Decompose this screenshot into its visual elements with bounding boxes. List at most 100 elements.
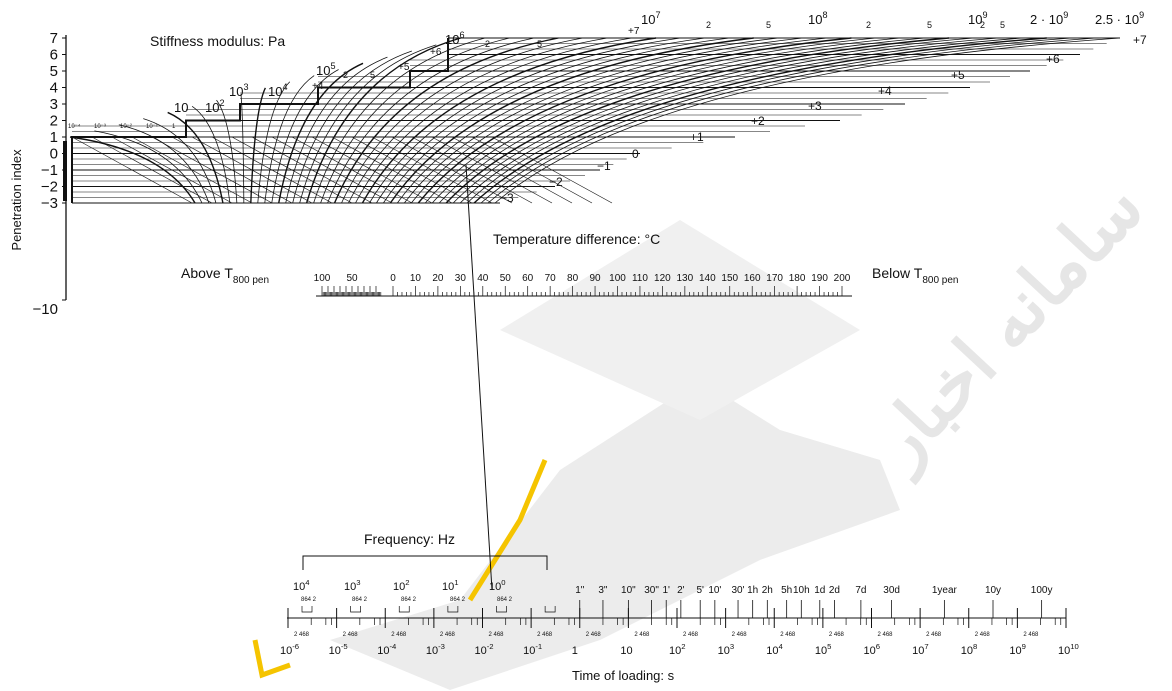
temperature-tick-label: 120 xyxy=(654,273,671,284)
temperature-tick-label: 70 xyxy=(545,273,557,284)
grid-stiffness-curve xyxy=(264,75,315,204)
time-label: 10y xyxy=(985,585,1001,596)
stiffness-tiny-label: 1 xyxy=(172,124,176,130)
grid-stiffness-curve xyxy=(313,37,486,204)
grid-diagonal xyxy=(371,136,493,204)
grid-diagonal xyxy=(411,136,533,204)
penetration-index-label: Penetration index xyxy=(9,149,24,251)
frequency-tick-label: 103 xyxy=(344,578,361,593)
pi-curve-label-top: +7 xyxy=(628,26,640,37)
temperature-tick-label: 200 xyxy=(834,273,851,284)
frequency-bracket-mark xyxy=(496,606,507,613)
frequency-tick-label-base: 10 xyxy=(489,581,501,593)
stiffness-label: 106 xyxy=(445,30,465,47)
temperature-right-label: Below T800 pen xyxy=(872,265,958,286)
grid-diagonal xyxy=(251,136,373,204)
grid-stiffness-curve xyxy=(94,130,203,204)
stiffness-label: 108 xyxy=(808,10,828,27)
time-axis-tick-label-exp: -4 xyxy=(390,642,398,651)
pi-axis-tick-label: −2 xyxy=(41,179,58,196)
temperature-tick-label: 0 xyxy=(390,273,396,284)
temperature-tick-label: 50 xyxy=(346,273,358,284)
watermark-layer: سامانه اخبار xyxy=(252,168,1160,690)
time-label: 1year xyxy=(932,585,958,596)
time-axis-tick-label-exp: -1 xyxy=(535,642,542,651)
stiffness-minor-label: 2 xyxy=(343,70,348,80)
grid-diagonal xyxy=(391,136,513,204)
stiffness-label-exp: 9 xyxy=(1063,10,1068,20)
stiffness-label-base: 2 · 10 xyxy=(1030,12,1063,27)
pi-axis-tick-label: 3 xyxy=(50,96,58,113)
pi-curve-label: +2 xyxy=(751,114,765,128)
time-axis-sub-label: 2 468 xyxy=(634,632,650,638)
time-axis-tick-label-base: 10 xyxy=(329,645,341,657)
time-label: 2h xyxy=(762,585,773,596)
time-axis-tick-label-exp: 7 xyxy=(924,642,928,651)
pi-axis-tick-label: −3 xyxy=(41,195,58,212)
time-label: 2d xyxy=(829,585,840,596)
temperature-tick-label: 170 xyxy=(766,273,783,284)
grid-stiffness-curve xyxy=(348,37,608,204)
time-axis-sub-label: 2 468 xyxy=(586,632,602,638)
temperature-tick-label: 130 xyxy=(677,273,694,284)
stiffness-label-base: 10 xyxy=(316,63,330,78)
frequency-tick-label-exp: 0 xyxy=(501,578,505,587)
time-axis-tick-label-base: 10 xyxy=(864,645,876,657)
time-axis-sub-label: 2 468 xyxy=(537,632,553,638)
grid-diagonal xyxy=(111,136,233,204)
frequency-tick-label-base: 10 xyxy=(442,581,454,593)
grid-stiffness-curve xyxy=(118,124,210,204)
time-axis-tick-label-exp: 6 xyxy=(876,642,880,651)
time-axis-sub-label: 2 468 xyxy=(780,632,796,638)
grid-diagonal xyxy=(231,136,353,204)
grid-stiffness-curve xyxy=(445,37,950,204)
grid-stiffness-curve xyxy=(167,111,224,204)
stiffness-tiny-label: 10⁻¹ xyxy=(146,124,158,130)
time-axis-tick-label: 10-6 xyxy=(280,642,299,657)
time-axis-sub-label: 2 468 xyxy=(878,632,894,638)
pi-curve-label: +1 xyxy=(690,130,704,144)
grid-stiffness-curve xyxy=(327,37,535,204)
grid-stiffness-curve xyxy=(403,37,803,204)
pi-curve-label: 0 xyxy=(632,147,639,161)
time-axis-sub-label: 2 468 xyxy=(343,632,359,638)
frequency-tick-label-exp: 1 xyxy=(454,578,458,587)
time-label: 1d xyxy=(814,585,825,596)
frequency-bracket-mark xyxy=(301,606,313,613)
time-axis-tick-label-exp: 3 xyxy=(730,642,734,651)
example-reading-line xyxy=(465,164,493,591)
time-axis-tick-label: 104 xyxy=(766,642,783,657)
time-label: 7d xyxy=(855,585,866,596)
temperature-tick-label: 160 xyxy=(744,273,761,284)
time-axis-sub-label: 2 468 xyxy=(829,632,845,638)
grid-diagonal xyxy=(131,136,253,204)
time-axis-tick-label-base: 10 xyxy=(815,645,827,657)
time-axis-sub-label: 2 468 xyxy=(440,632,456,638)
stiffness-label-base: 10 xyxy=(174,100,188,115)
temperature-tick-label: 100 xyxy=(609,273,626,284)
stiffness-label-exp: 5 xyxy=(330,61,335,71)
stiffness-minor-label: 2 xyxy=(485,39,490,49)
temperature-left-label-sub: 800 pen xyxy=(233,275,269,286)
temperature-left-label: Above T800 pen xyxy=(181,265,269,286)
grid-diagonal xyxy=(431,136,553,204)
time-axis-tick-label: 103 xyxy=(718,642,735,657)
grid-stiffness-curve xyxy=(355,37,632,204)
stiffness-label: 105 xyxy=(316,61,336,78)
penetration-curve-labels: +6 +5 +4 +7 +7 +6 +5 +4 +3 +2 +1 0 −1 −2 −3 xyxy=(312,26,1147,205)
pi-axis-tick-label: −1 xyxy=(41,162,58,179)
pi-curve-label: +6 xyxy=(1046,52,1060,66)
time-axis-sub-label: 2 468 xyxy=(489,632,505,638)
stiffness-label-exp: 3 xyxy=(243,82,248,92)
grid-diagonal xyxy=(171,136,293,204)
grid-stiffness-curve xyxy=(424,37,876,204)
pi-curve-label: −3 xyxy=(500,191,514,205)
stiffness-minor-label: 2 xyxy=(980,20,985,30)
frequency-bracket xyxy=(302,555,548,570)
time-axis-tick-label: 109 xyxy=(1009,642,1026,657)
grid-stiffness-curve xyxy=(271,69,339,204)
